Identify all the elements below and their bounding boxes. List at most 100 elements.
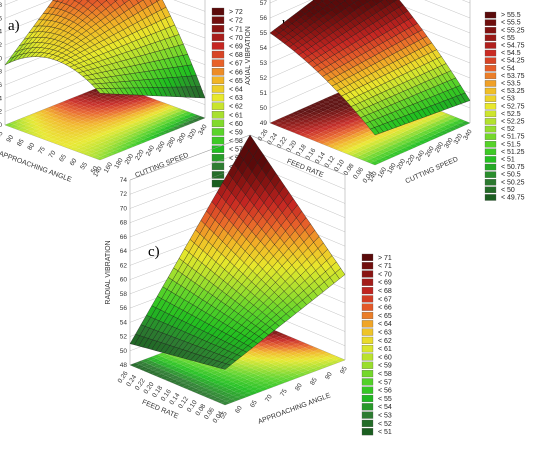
floor-cell — [13, 126, 23, 130]
floor-cell — [284, 349, 295, 354]
floor-cell — [312, 352, 323, 357]
floor-cell — [56, 109, 66, 113]
floor-cell — [245, 350, 255, 355]
floor-cell — [442, 121, 452, 125]
floor-cell — [357, 130, 367, 135]
floor-cell — [208, 391, 219, 396]
floor-cell — [116, 101, 126, 106]
legend-label: < 67 — [378, 296, 392, 303]
floor-cell — [302, 126, 312, 131]
floor-cell — [107, 135, 117, 139]
floor-cell — [147, 102, 158, 106]
y-tick-label: 180 — [113, 157, 125, 170]
floor-cell — [451, 117, 461, 122]
floor-cell — [253, 388, 264, 393]
floor-cell — [107, 98, 117, 103]
surface-cell — [143, 0, 153, 8]
floor-cell — [82, 151, 92, 156]
floor-cell — [341, 145, 351, 150]
floor-cell — [246, 364, 256, 368]
floor-cell — [80, 99, 90, 104]
floor-cell — [163, 364, 174, 368]
floor-cell — [89, 99, 99, 103]
floor-cell — [52, 140, 62, 145]
floor-cell — [296, 359, 306, 363]
floor-cell — [100, 118, 110, 122]
floor-cell — [105, 119, 115, 124]
floor-cell — [264, 350, 275, 355]
floor-cell — [165, 105, 175, 109]
floor-cell — [403, 134, 413, 139]
legend-label: < 52 — [501, 126, 515, 133]
legend-label: < 71 — [378, 263, 392, 270]
floor-cell — [319, 115, 329, 120]
floor-cell — [346, 111, 356, 116]
floor-cell — [324, 117, 334, 122]
floor-cell — [365, 155, 375, 160]
floor-cell — [182, 380, 193, 385]
y-tick-label: 300 — [176, 132, 188, 145]
surface-cell — [322, 0, 332, 6]
floor-cell — [419, 119, 429, 123]
legend-swatch — [361, 328, 374, 336]
floor-cell — [337, 115, 347, 120]
floor-cell — [222, 380, 232, 384]
floor-cell — [65, 145, 75, 149]
surface-cell — [372, 0, 381, 5]
legend-swatch — [484, 141, 497, 148]
floor-cell — [134, 104, 144, 109]
floor-cell — [89, 135, 99, 140]
floor-cell — [346, 151, 356, 156]
legend-label: < 54.5 — [501, 50, 521, 57]
floor-cell — [45, 123, 55, 127]
floor-cell — [377, 149, 388, 154]
legend-swatch — [484, 118, 497, 125]
floor-cell — [378, 157, 388, 162]
floor-cell — [272, 340, 283, 345]
floor-cell — [92, 147, 102, 152]
floor-cell — [168, 117, 178, 121]
y-tick-label: 75 — [279, 388, 289, 398]
floor-cell — [214, 372, 225, 377]
floor-cell — [253, 371, 264, 376]
floor-cell — [199, 374, 210, 379]
floor-cell — [391, 151, 401, 156]
floor-cell — [43, 107, 53, 112]
legend-label: < 58 — [229, 138, 243, 145]
floor-cell — [292, 115, 302, 120]
floor-cell — [91, 154, 101, 159]
floor-cell — [111, 136, 121, 141]
floor-cell — [124, 108, 134, 112]
floor-cell — [177, 365, 188, 370]
floor-cell — [317, 100, 327, 104]
legend-swatch — [361, 262, 374, 270]
floor-cell — [23, 122, 33, 126]
floor-cell — [106, 105, 116, 110]
floor-cell — [368, 145, 378, 150]
floor-cell — [148, 135, 158, 139]
floor-cell — [173, 115, 183, 119]
floor-cell — [347, 123, 357, 127]
floor-cell — [67, 131, 77, 135]
floor-cell — [155, 360, 165, 365]
floor-cell — [125, 134, 135, 139]
floor-cell — [340, 142, 350, 146]
floor-cell — [73, 118, 83, 123]
floor-cell — [40, 128, 50, 133]
floor-cell — [31, 125, 41, 130]
legend-label: < 64 — [378, 321, 392, 328]
floor-cell — [327, 103, 337, 108]
legend-swatch — [361, 378, 374, 386]
floor-cell — [313, 366, 324, 371]
floor-cell — [110, 150, 120, 155]
floor-cell — [290, 361, 301, 365]
floor-cell — [76, 97, 86, 102]
floor-cell — [130, 96, 140, 100]
floor-cell — [130, 132, 140, 137]
y-tick-label: 200 — [396, 158, 408, 171]
legend-swatch — [361, 419, 374, 427]
floor-cell — [48, 139, 58, 143]
floor-cell — [174, 377, 185, 382]
floor-cell — [113, 122, 123, 127]
floor-cell — [193, 376, 204, 381]
